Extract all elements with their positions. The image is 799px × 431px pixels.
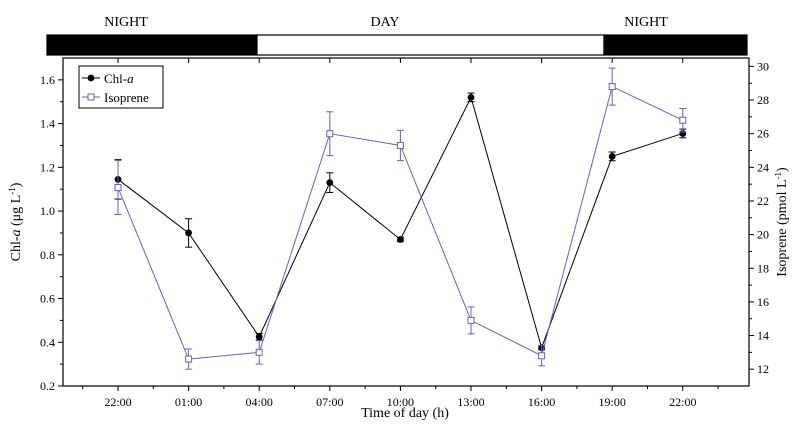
x-tick-label: 01:00 [175, 395, 202, 409]
y-axis-right-title: Isoprene (pmol L-1) [773, 167, 790, 277]
legend: Chl-a Isoprene [78, 65, 164, 109]
y-left-tick-label: 0.8 [40, 248, 55, 262]
period-bar: NIGHT DAY NIGHT [46, 15, 748, 56]
series-line [117, 85, 684, 360]
period-segment [46, 34, 258, 56]
data-point [679, 116, 687, 124]
x-axis-title: Time of day (h) [361, 406, 449, 421]
data-point [114, 184, 122, 192]
y-axis-left: 0.2 0.4 0.6 0.8 1.0 1.2 1.4 1.6 [40, 73, 63, 393]
data-point [397, 236, 404, 243]
x-tick-label: 19:00 [599, 395, 626, 409]
data-point [467, 316, 475, 324]
plot-frame [62, 57, 750, 387]
data-point [538, 352, 546, 360]
data-point [255, 348, 263, 356]
data-point [185, 229, 193, 237]
period-label: DAY [370, 15, 399, 30]
data-point [608, 83, 616, 91]
period-label: NIGHT [104, 15, 148, 30]
period-segment [603, 34, 748, 56]
y-right-tick-label: 18 [757, 261, 769, 275]
y-left-tick-label: 1.4 [40, 117, 55, 131]
x-axis: 22:00 01:00 04:00 07:00 10:00 13:00 16:00 19:00… [82, 58, 719, 409]
x-tick-label: 13:00 [457, 395, 484, 409]
period-label: NIGHT [624, 15, 668, 30]
x-tick-label: 16:00 [528, 395, 555, 409]
y-left-tick-label: 1.2 [40, 160, 55, 174]
y-right-tick-label: 22 [757, 194, 769, 208]
y-left-tick-label: 0.2 [40, 379, 55, 393]
y-axis-right: 12 14 16 18 20 22 24 26 28 30 [749, 59, 769, 376]
y-left-tick-label: 1.6 [40, 73, 55, 87]
legend-label-chl: Chl-a [104, 71, 134, 86]
y-axis-left-title: Chl-a (μg L-1) [7, 182, 24, 261]
x-tick-label: 07:00 [316, 395, 343, 409]
y-right-tick-label: 12 [757, 362, 769, 376]
data-point [326, 179, 334, 187]
data-point [185, 355, 193, 363]
y-right-tick-label: 16 [757, 295, 769, 309]
legend-marker-isoprene [87, 93, 95, 101]
data-point [255, 333, 263, 341]
x-tick-label: 22:00 [669, 395, 696, 409]
series-chl-a [114, 92, 687, 352]
y-left-tick-label: 0.4 [40, 335, 55, 349]
series-layer [114, 67, 687, 370]
data-point [608, 153, 616, 160]
x-tick-label: 22:00 [104, 395, 131, 409]
y-right-tick-label: 30 [757, 59, 769, 73]
x-tick-label: 10:00 [387, 395, 414, 409]
legend-marker-chl [87, 74, 95, 82]
period-segment [256, 34, 605, 56]
data-point [326, 130, 334, 138]
y-right-tick-label: 26 [757, 127, 769, 141]
series-isoprene [114, 67, 687, 370]
y-left-tick-label: 0.6 [40, 292, 55, 306]
legend-box [78, 65, 164, 109]
data-point [467, 93, 475, 101]
y-left-tick-label: 1.0 [40, 204, 55, 218]
y-right-tick-label: 20 [757, 228, 769, 242]
y-right-tick-label: 24 [757, 160, 769, 174]
y-right-tick-label: 28 [757, 93, 769, 107]
legend-label-isoprene: Isoprene [104, 90, 149, 105]
data-point [396, 141, 404, 149]
x-tick-label: 04:00 [246, 395, 273, 409]
y-right-tick-label: 14 [757, 329, 769, 343]
